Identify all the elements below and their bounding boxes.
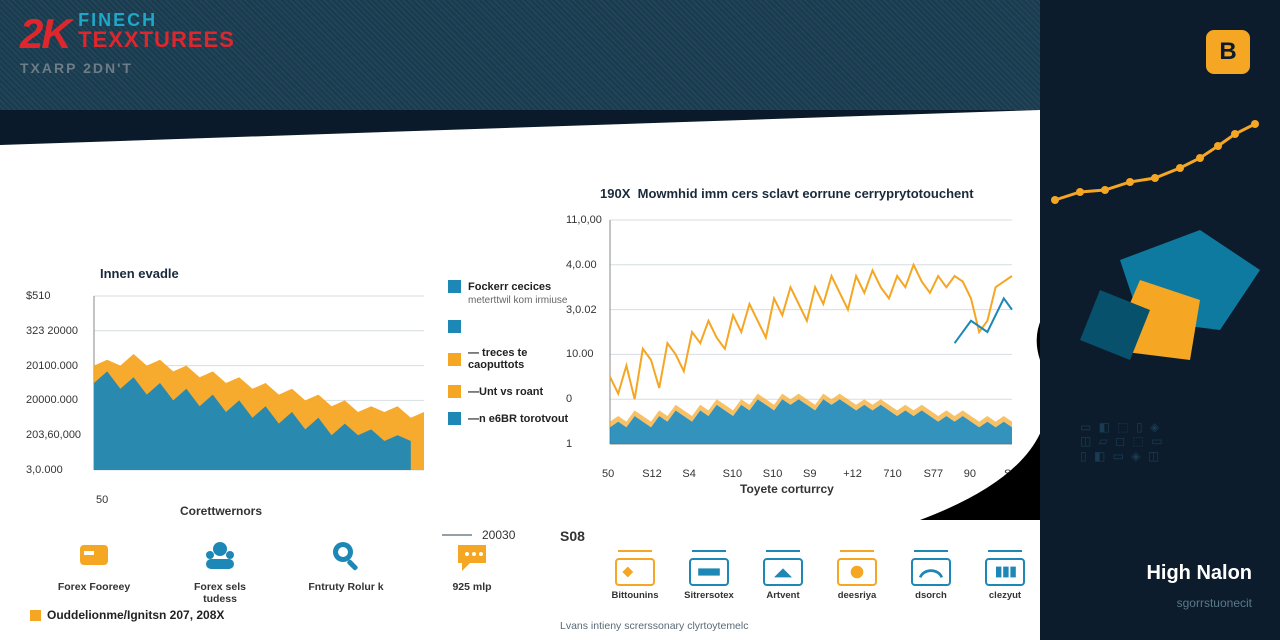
- logo-line2: TEXXTUREES: [78, 27, 235, 53]
- right-chart-x-title: Toyete corturrcy: [740, 482, 834, 496]
- chip-dash-icon: [988, 550, 1022, 552]
- legend-column: Fockerr cecices meterttwil kom irmiuse —…: [448, 280, 578, 439]
- chip-glyph-icon: [689, 558, 729, 586]
- chip-dash-icon: [692, 550, 726, 552]
- category-chips: Bittounins Sitrersotex Artvent deesriya: [605, 550, 1035, 601]
- legend-item: Fockerr cecices: [448, 280, 578, 293]
- legend-item: —Unt vs roant: [448, 385, 578, 398]
- side-panel: B ▭ ◧ ⬚ ▯ ◈◫ ▱ ◻ ⬚ ▭▯ ◧ ▭ ◈ ◫ High Nalon…: [1040, 0, 1280, 640]
- legend-item: —n e6BR torotvout: [448, 412, 578, 425]
- chip-glyph-icon: [911, 558, 951, 586]
- people-icon: [200, 535, 240, 575]
- right-chart-title: 190X Mowmhid imm cers sclavt eorrune cer…: [600, 186, 974, 201]
- side-mini-icons: ▭ ◧ ⬚ ▯ ◈◫ ▱ ◻ ⬚ ▭▯ ◧ ▭ ◈ ◫: [1080, 420, 1260, 530]
- logo-mark: 2K: [20, 10, 70, 58]
- chip-deesriya[interactable]: deesriya: [827, 550, 887, 601]
- logo-subtitle: TXARP 2DN'T: [20, 60, 235, 76]
- chip-clezyut[interactable]: clezyut: [975, 550, 1035, 601]
- chat-icon: [452, 535, 492, 575]
- side-title: High Nalon: [1146, 562, 1252, 585]
- bitcoin-icon: B: [1206, 30, 1250, 74]
- footnote: Ouddelionme/Ignitsn 207, 208X: [30, 608, 224, 622]
- left-chart-x-title: Corettwernors: [180, 504, 262, 518]
- chip-dash-icon: [618, 550, 652, 552]
- chip-dash-icon: [840, 550, 874, 552]
- side-geometric-icon: [1080, 220, 1280, 370]
- legend-swatch-icon: [448, 280, 461, 293]
- left-chart-title: Innen evadle: [100, 266, 179, 281]
- side-trend-curve-icon: [1050, 120, 1270, 210]
- legend-swatch-icon: [448, 385, 461, 398]
- legend-swatch-icon: [448, 320, 461, 333]
- left-area-chart: Innen evadle $510323 2000020100.00020000…: [30, 270, 430, 490]
- chip-dsorch[interactable]: dsorch: [901, 550, 961, 601]
- legend-item: — treces te caoputtots: [448, 347, 578, 371]
- legend-swatch-icon: [448, 412, 461, 425]
- sub-footnote: Lvans intieny screrssonary clyrtoytemelc: [560, 620, 748, 632]
- chip-glyph-icon: [763, 558, 803, 586]
- s08-label: S08: [560, 528, 585, 544]
- feature-icon-row: Forex Fooreey Forex sels tudess Fntruty …: [55, 535, 511, 605]
- chip-glyph-icon: [615, 558, 655, 586]
- chip-glyph-icon: [837, 558, 877, 586]
- brand-logo: 2K FINECH TEXXTUREES TXARP 2DN'T: [20, 10, 235, 76]
- main-panel: Innen evadle $510323 2000020100.00020000…: [0, 110, 1040, 640]
- feature-card-icon[interactable]: Forex Fooreey: [55, 535, 133, 605]
- legend-item: [448, 320, 578, 333]
- feature-chat-icon[interactable]: 925 mlp: [433, 535, 511, 605]
- legend-swatch-icon: [448, 353, 461, 366]
- feature-people-icon[interactable]: Forex sels tudess: [181, 535, 259, 605]
- chip-Artvent[interactable]: Artvent: [753, 550, 813, 601]
- side-subtitle: sgorrstuonecit: [1177, 596, 1252, 610]
- chip-dash-icon: [766, 550, 800, 552]
- footnote-swatch: [30, 610, 41, 621]
- chip-glyph-icon: [985, 558, 1025, 586]
- chip-dash-icon: [914, 550, 948, 552]
- chip-Sitrersotex[interactable]: Sitrersotex: [679, 550, 739, 601]
- search-icon: [326, 535, 366, 575]
- card-icon: [74, 535, 114, 575]
- chip-Bittounins[interactable]: Bittounins: [605, 550, 665, 601]
- left-chart-x-tick: 50: [96, 494, 108, 506]
- feature-search-icon[interactable]: Fntruty Rolur k: [307, 535, 385, 605]
